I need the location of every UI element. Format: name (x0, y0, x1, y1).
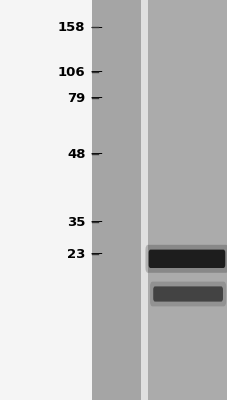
Bar (140, 0, 147, 400)
Text: —: — (90, 21, 101, 34)
Text: 48: 48 (67, 148, 85, 160)
Text: —: — (90, 216, 101, 228)
Text: —: — (90, 148, 101, 160)
FancyBboxPatch shape (149, 282, 225, 306)
Bar (0, 0, 92, 400)
Text: 158: 158 (58, 21, 85, 34)
FancyBboxPatch shape (148, 250, 224, 268)
Text: 35: 35 (67, 216, 85, 228)
FancyBboxPatch shape (153, 286, 222, 302)
Text: 23: 23 (67, 248, 85, 260)
Text: 79: 79 (67, 92, 85, 104)
Bar (147, 0, 227, 400)
Text: —: — (90, 92, 101, 104)
Bar (92, 0, 140, 400)
Text: 106: 106 (58, 66, 85, 78)
Text: —: — (90, 248, 101, 260)
FancyBboxPatch shape (145, 245, 227, 273)
Text: —: — (90, 66, 101, 78)
